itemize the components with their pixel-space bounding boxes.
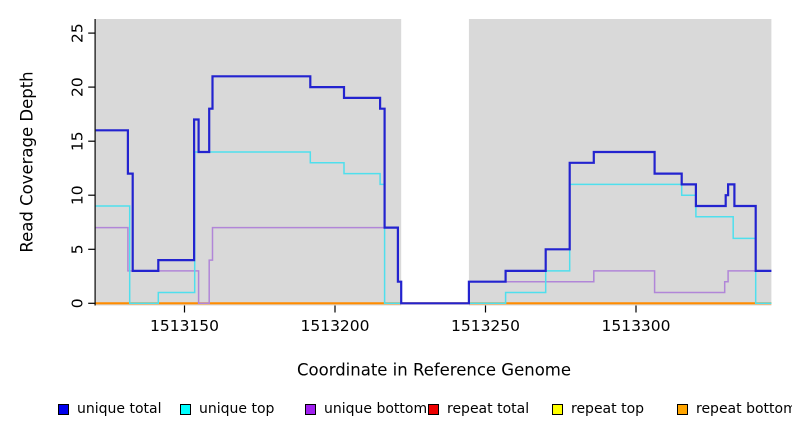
legend-swatch-unique-bottom (305, 403, 316, 415)
x-tick-label: 1513200 (300, 317, 369, 335)
legend-label: repeat bottom (696, 401, 792, 417)
legend-swatch-unique-total (58, 403, 69, 415)
y-axis-title: Read Coverage Depth (17, 71, 37, 253)
legend-item-repeat-bottom: repeat bottom (677, 401, 792, 417)
legend-item-unique-bottom: unique bottom (305, 401, 427, 417)
x-tick-label: 1513250 (451, 317, 520, 335)
x-tick-label: 1513150 (150, 317, 219, 335)
legend-item-unique-top: unique top (180, 401, 274, 417)
y-tick-label: 20 (69, 77, 87, 97)
series-unique-total (95, 75, 772, 305)
y-tick-label: 15 (69, 131, 87, 151)
x-axis-title: Coordinate in Reference Genome (296, 360, 572, 380)
legend-label: repeat top (571, 401, 645, 417)
y-tick-label: 5 (69, 244, 87, 254)
y-tick-label: 25 (69, 23, 87, 43)
legend-swatch-repeat-bottom (677, 403, 688, 415)
legend: unique total unique top unique bottom repea… (0, 401, 792, 423)
legend-item-unique-total: unique total (58, 401, 161, 417)
legend-swatch-repeat-top (552, 403, 563, 415)
legend-label: unique top (199, 401, 275, 417)
legend-label: unique bottom (324, 401, 428, 417)
legend-item-repeat-total: repeat total (428, 401, 529, 417)
x-tick-label: 1513300 (601, 317, 670, 335)
legend-item-repeat-top: repeat top (552, 401, 644, 417)
legend-label: repeat total (447, 401, 530, 417)
legend-swatch-unique-top (180, 403, 191, 415)
no-data-gap (401, 19, 469, 306)
y-tick-label: 0 (69, 298, 87, 308)
y-tick-label: 10 (69, 185, 87, 205)
legend-label: unique total (77, 401, 162, 417)
legend-swatch-repeat-total (428, 403, 439, 415)
